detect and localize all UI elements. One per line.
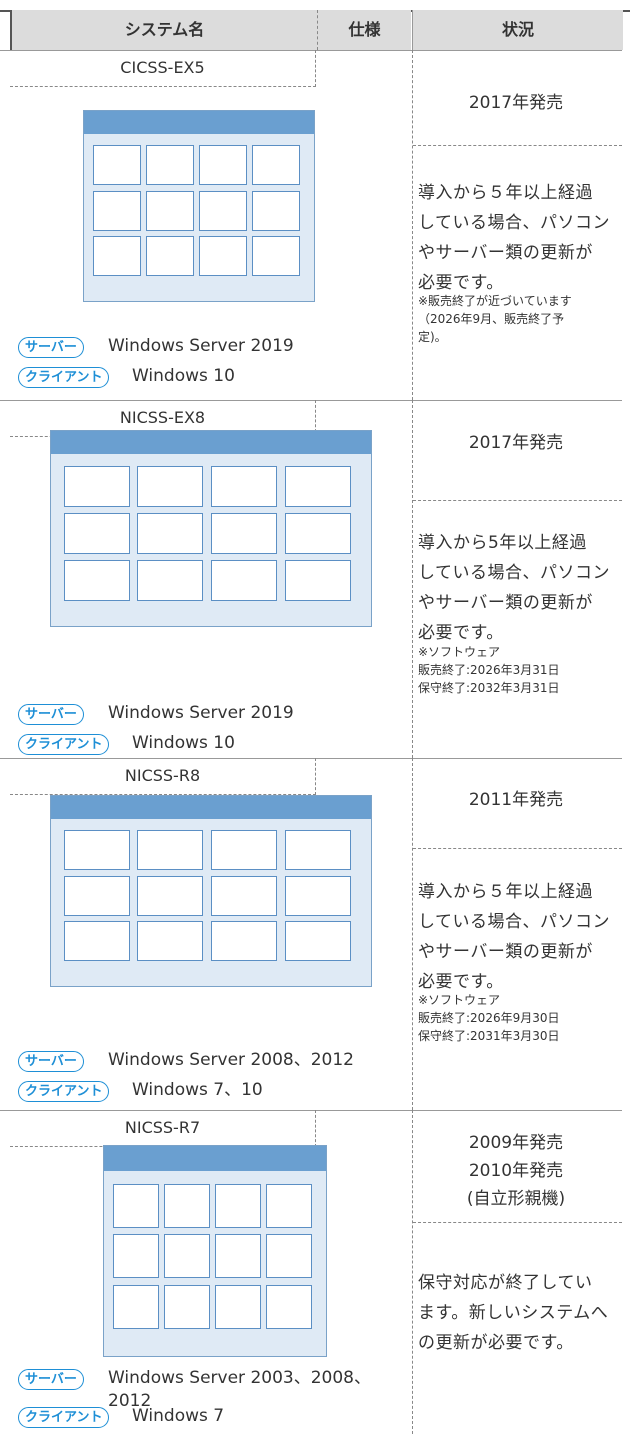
client-label: クライアント xyxy=(18,1081,110,1102)
name-cell: NICSS-R7 xyxy=(10,1110,316,1147)
status-text: している場合、パソコン xyxy=(418,563,610,583)
header-cell: 仕様 xyxy=(317,10,411,50)
client-os: Windows 7 xyxy=(132,1406,225,1426)
server-os: Windows Server 2019 xyxy=(108,336,294,356)
server-label: サーバー xyxy=(18,704,84,725)
server-label: サーバー xyxy=(18,1051,84,1072)
server-os: Windows Server 2019 xyxy=(108,703,294,723)
status-divider xyxy=(413,848,622,849)
status-note: ※ソフトウェア xyxy=(418,645,501,659)
name-cell: NICSS-R8 xyxy=(10,758,316,795)
server-os: Windows Server 2008、2012 xyxy=(108,1050,354,1070)
column-divider xyxy=(412,50,413,400)
client-os: Windows 10 xyxy=(132,366,235,386)
server-label: サーバー xyxy=(18,1369,84,1390)
status-text: 必要です。 xyxy=(418,273,504,293)
status-text: ます。新しいシステムへ xyxy=(418,1303,609,1323)
status-note: ※ソフトウェア xyxy=(418,993,501,1007)
status-note: 保守終了:2032年3月31日 xyxy=(418,681,560,695)
status-text: 必要です。 xyxy=(418,623,504,643)
column-divider xyxy=(412,400,413,758)
status-text: 導入から5年以上経過 xyxy=(418,533,587,553)
status-text: 導入から５年以上経過 xyxy=(418,882,593,902)
client-os: Windows 7、10 xyxy=(132,1080,263,1100)
status-text: やサーバー類の更新が xyxy=(418,942,593,962)
status-text: 必要です。 xyxy=(418,972,504,992)
status-text: 保守対応が終了してい xyxy=(418,1273,593,1293)
client-label: クライアント xyxy=(18,367,110,388)
release: 2010年発売 xyxy=(468,1161,564,1181)
status-text: の更新が必要です。 xyxy=(418,1333,574,1353)
status-divider xyxy=(413,500,622,501)
screenshot xyxy=(50,795,372,987)
row-rule xyxy=(0,758,622,759)
status-note: 販売終了:2026年9月30日 xyxy=(418,1011,560,1025)
screenshot xyxy=(103,1145,327,1357)
server-label: サーバー xyxy=(18,337,84,358)
client-label: クライアント xyxy=(18,1407,110,1428)
release: 2011年発売 xyxy=(468,790,564,810)
status-note: 定)。 xyxy=(418,330,447,344)
column-divider xyxy=(412,758,413,1110)
screenshot xyxy=(50,430,372,627)
client-os: Windows 10 xyxy=(132,733,235,753)
status-divider xyxy=(413,1222,622,1223)
header-cell: 状況 xyxy=(412,10,623,50)
status-text: している場合、パソコン xyxy=(418,213,610,233)
status-note: （2026年9月、販売終了予 xyxy=(418,312,565,326)
release: 2017年発売 xyxy=(468,93,564,113)
row-rule xyxy=(0,400,622,401)
column-divider xyxy=(412,1110,413,1434)
release: (自立形親機) xyxy=(466,1189,566,1209)
status-text: 導入から５年以上経過 xyxy=(418,183,593,203)
client-label: クライアント xyxy=(18,734,110,755)
release: 2017年発売 xyxy=(468,433,564,453)
name-cell: CICSS-EX5 xyxy=(10,50,316,87)
screenshot xyxy=(83,110,315,302)
status-text: やサーバー類の更新が xyxy=(418,593,593,613)
header-cell: システム名 xyxy=(10,10,317,50)
status-text: やサーバー類の更新が xyxy=(418,243,593,263)
release: 2009年発売 xyxy=(468,1133,564,1153)
status-text: している場合、パソコン xyxy=(418,912,610,932)
status-divider xyxy=(413,145,622,146)
status-note: ※販売終了が近づいています xyxy=(418,294,572,308)
row-rule xyxy=(0,1110,622,1111)
server-os: Windows Server 2003、2008、2012 xyxy=(108,1368,371,1411)
status-note: 販売終了:2026年3月31日 xyxy=(418,663,560,677)
row-rule xyxy=(0,50,622,51)
status-note: 保守終了:2031年3月30日 xyxy=(418,1029,560,1043)
